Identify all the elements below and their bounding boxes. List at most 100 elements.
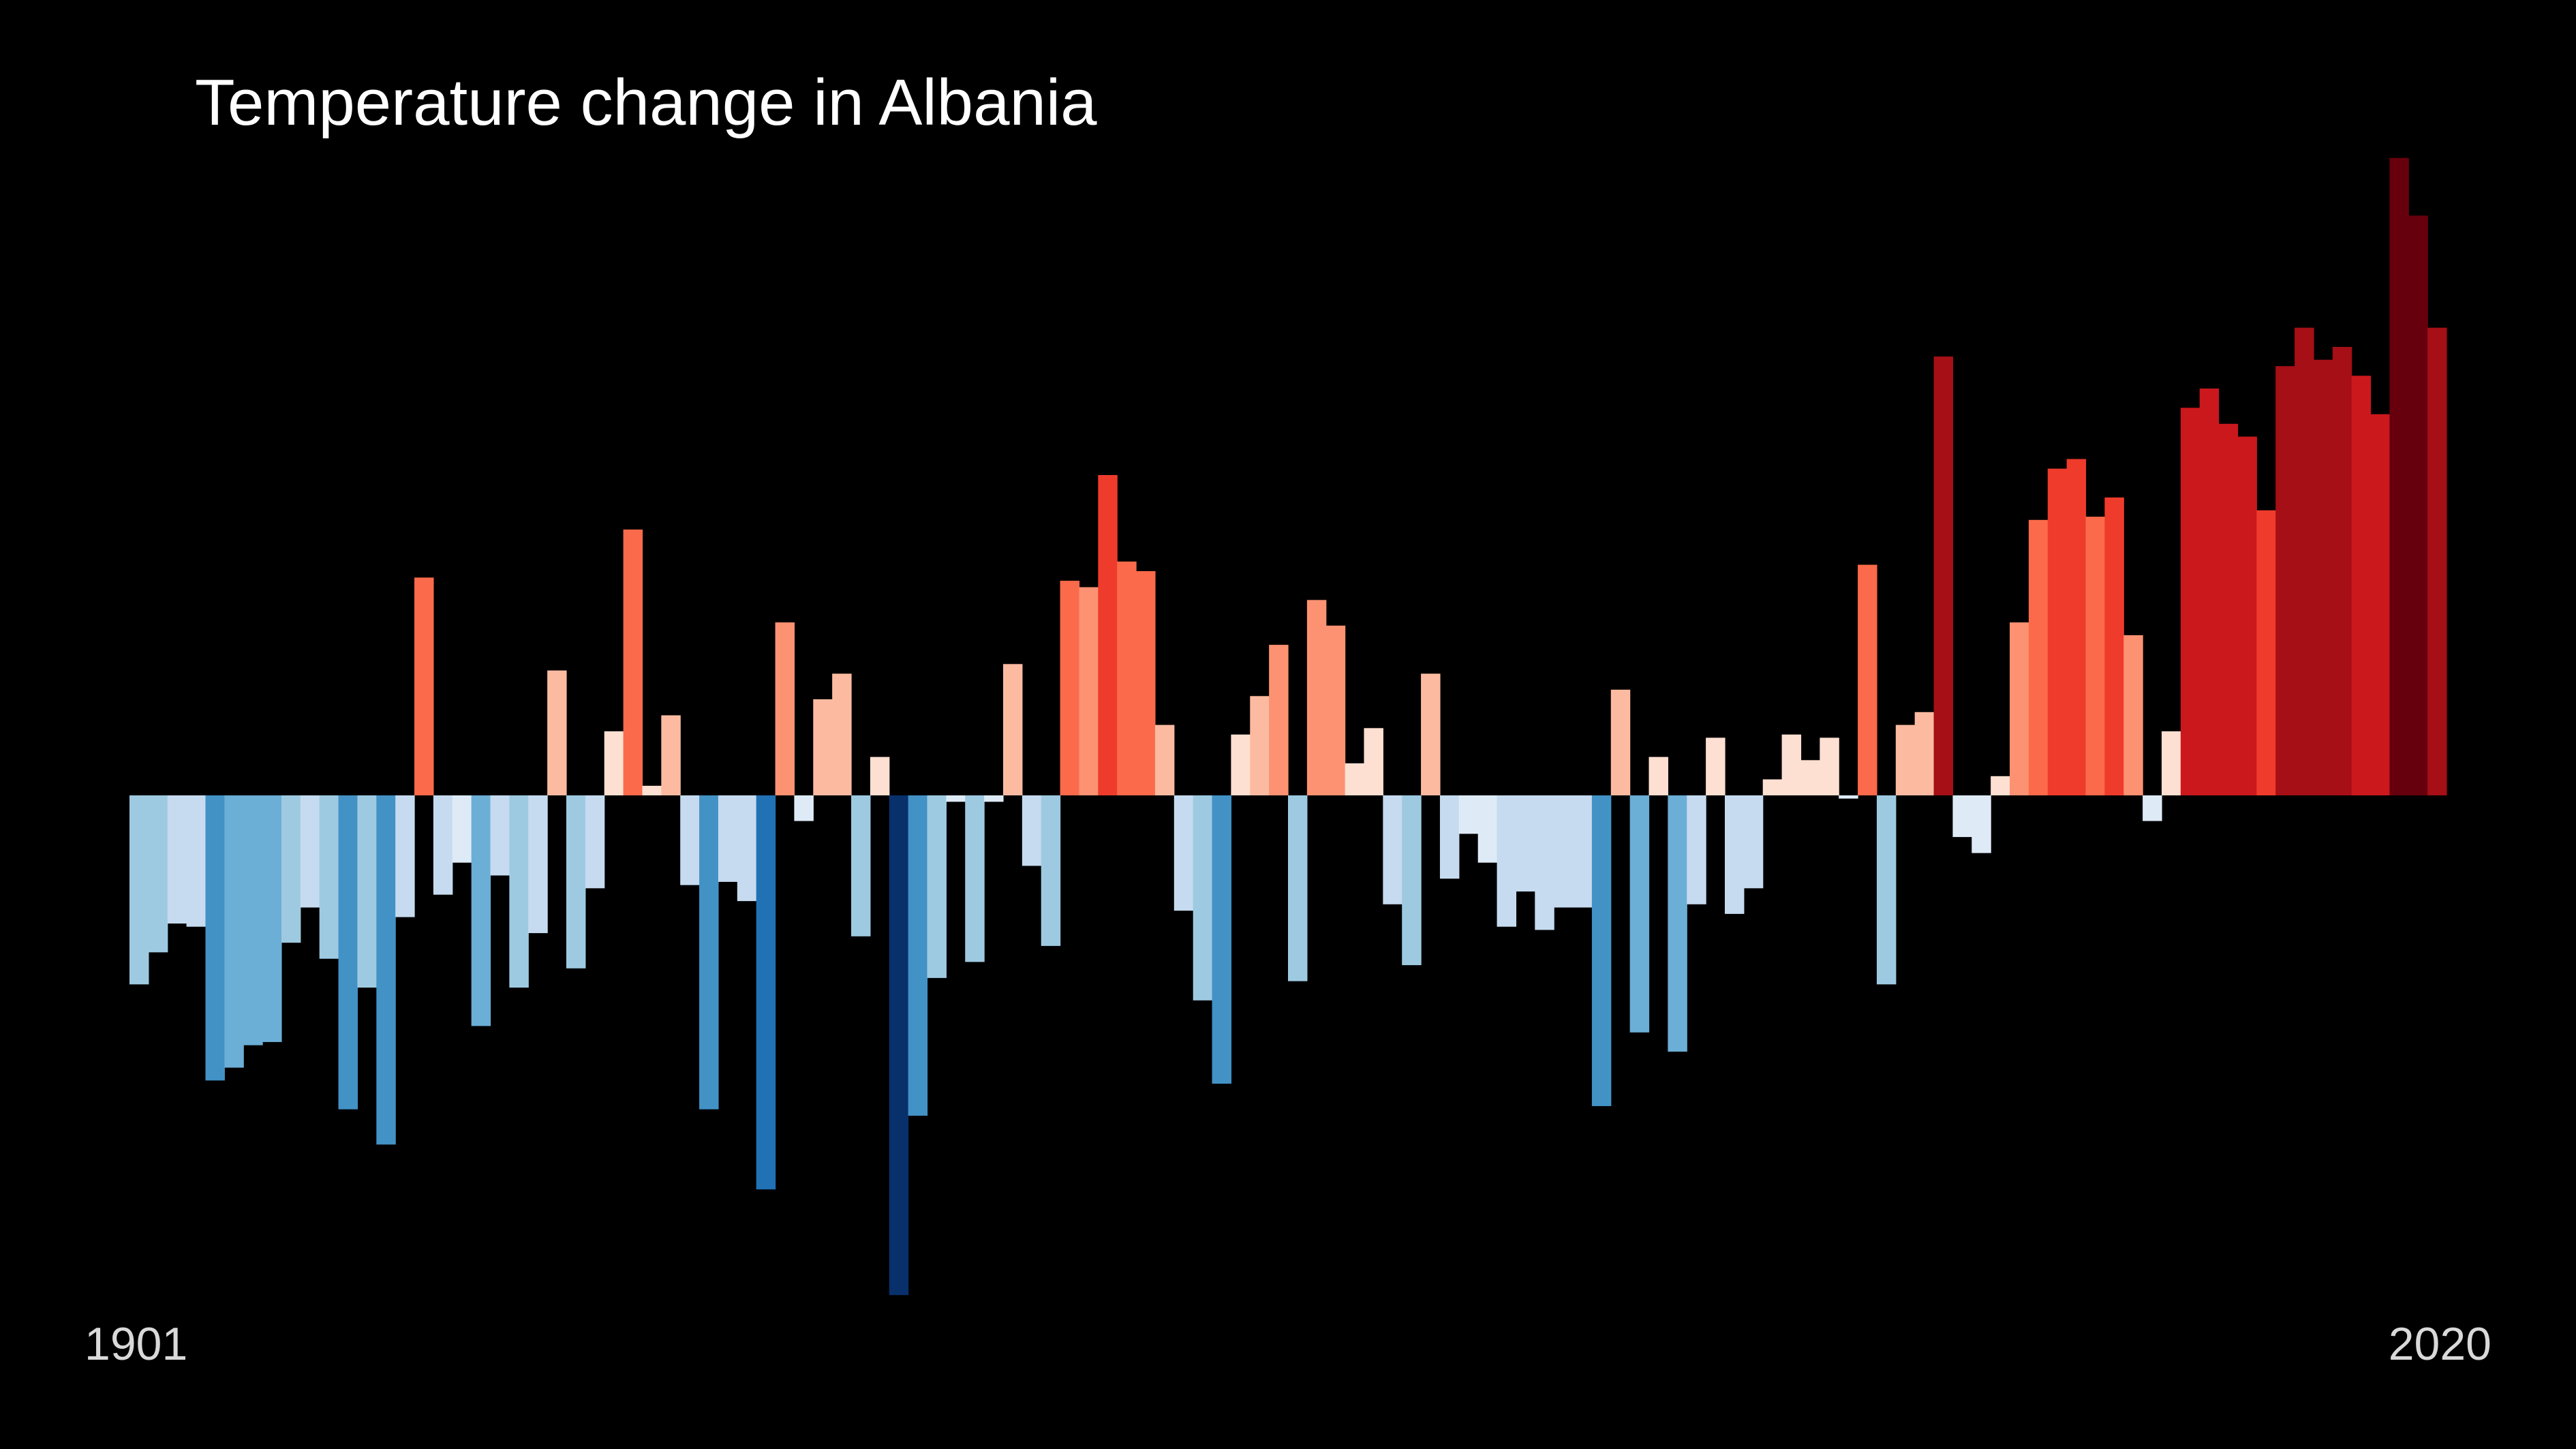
- bar-1942: [908, 795, 928, 1116]
- bar-1907: [243, 795, 263, 1046]
- bar-1927: [623, 529, 643, 795]
- bar-1921: [509, 795, 529, 988]
- bar-1920: [490, 795, 510, 876]
- bar-2021: [2408, 215, 2428, 795]
- bar-1955: [1154, 724, 1175, 795]
- bar-1917: [433, 795, 453, 895]
- bar-1904: [186, 795, 206, 927]
- bar-2014: [2275, 366, 2295, 795]
- bar-1992: [1858, 564, 1877, 795]
- bar-1901: [129, 795, 149, 985]
- bar-1956: [1174, 795, 1194, 911]
- bar-1933: [737, 795, 757, 902]
- bar-1949: [1041, 795, 1061, 946]
- bar-1976: [1554, 795, 1574, 908]
- bar-1912: [338, 795, 358, 1110]
- bar-2011: [2218, 423, 2239, 795]
- bar-1937: [813, 699, 833, 795]
- bar-1946: [984, 795, 1004, 802]
- chart-title: Temperature change in Albania: [195, 66, 1097, 139]
- bar-1940: [870, 757, 890, 795]
- bar-1910: [300, 795, 320, 908]
- bar-1972: [1477, 795, 1498, 863]
- bar-1977: [1573, 795, 1593, 908]
- bar-1964: [1325, 625, 1346, 795]
- start-year-label: 1901: [85, 1318, 187, 1370]
- bars-group: [129, 157, 2447, 1296]
- bar-1983: [1687, 795, 1706, 904]
- bar-1966: [1364, 728, 1383, 795]
- bar-2013: [2256, 510, 2276, 795]
- bar-1975: [1535, 795, 1554, 930]
- bar-1918: [452, 795, 472, 863]
- bar-1979: [1610, 689, 1631, 795]
- bar-1934: [756, 795, 776, 1190]
- bar-2000: [2010, 622, 2029, 795]
- bar-1996: [1933, 356, 1954, 795]
- bar-1967: [1383, 795, 1402, 904]
- bar-1986: [1743, 795, 1764, 889]
- bar-2004: [2085, 517, 2105, 795]
- bar-1922: [528, 795, 548, 934]
- bar-1998: [1972, 795, 1991, 853]
- bar-1935: [775, 622, 795, 795]
- bar-1923: [547, 670, 567, 795]
- bar-1943: [927, 795, 947, 978]
- bar-2007: [2143, 795, 2162, 821]
- bar-2015: [2295, 327, 2314, 795]
- bar-1995: [1914, 712, 1935, 795]
- bar-1911: [319, 795, 339, 959]
- bar-1984: [1706, 737, 1726, 795]
- bar-1906: [224, 795, 244, 1068]
- bar-1981: [1649, 757, 1668, 795]
- bar-1925: [585, 795, 605, 889]
- bar-1936: [794, 795, 814, 821]
- bar-1926: [604, 731, 624, 795]
- bar-1905: [205, 795, 225, 1081]
- bar-1971: [1458, 795, 1479, 834]
- bar-1929: [661, 715, 681, 795]
- bar-1980: [1629, 795, 1650, 1033]
- bar-1993: [1876, 795, 1897, 985]
- bar-1938: [832, 673, 852, 795]
- bar-1919: [471, 795, 491, 1026]
- bar-1908: [262, 795, 282, 1042]
- bar-1914: [376, 795, 396, 1145]
- bar-2012: [2237, 436, 2257, 795]
- bar-2022: [2427, 327, 2447, 795]
- bar-2005: [2104, 497, 2124, 795]
- bar-2001: [2028, 519, 2049, 795]
- end-year-label: 2020: [2389, 1318, 2491, 1370]
- bar-1948: [1022, 795, 1042, 866]
- bar-1959: [1231, 734, 1251, 795]
- bar-1978: [1591, 795, 1612, 1106]
- bar-1974: [1516, 795, 1535, 891]
- bar-1954: [1136, 571, 1156, 795]
- bar-1951: [1079, 587, 1099, 795]
- bar-1997: [1952, 795, 1972, 838]
- bar-1989: [1800, 760, 1820, 795]
- bar-1968: [1402, 795, 1422, 966]
- bar-1973: [1497, 795, 1517, 927]
- bar-1991: [1839, 795, 1858, 799]
- bar-1928: [642, 785, 662, 795]
- bar-2009: [2180, 408, 2201, 795]
- bar-1952: [1098, 475, 1118, 795]
- bar-1963: [1306, 600, 1327, 795]
- bar-2016: [2313, 359, 2333, 795]
- bar-1950: [1060, 581, 1080, 795]
- bar-1958: [1212, 795, 1231, 1084]
- bar-1902: [148, 795, 168, 953]
- bar-1999: [1991, 776, 2010, 795]
- bar-1909: [281, 795, 301, 943]
- bar-1961: [1269, 645, 1289, 795]
- bar-2019: [2370, 414, 2390, 795]
- bar-2008: [2161, 731, 2181, 795]
- bar-1988: [1781, 734, 1802, 795]
- bar-1945: [965, 795, 985, 962]
- bar-1924: [566, 795, 586, 968]
- bar-1953: [1117, 561, 1137, 795]
- bar-1944: [946, 795, 966, 802]
- bar-2010: [2199, 388, 2220, 795]
